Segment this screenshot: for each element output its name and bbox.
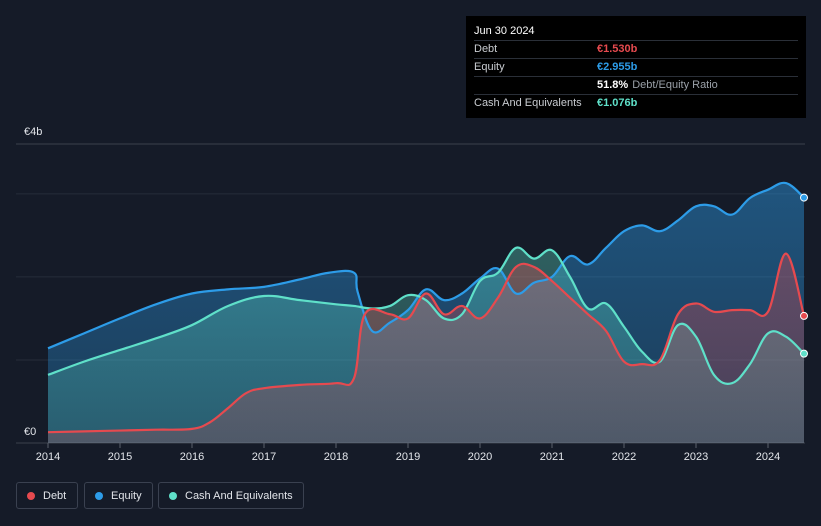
cash-and-equivalents-line: [47, 246, 805, 385]
equity-dot-icon: [95, 491, 103, 500]
debt-area: [48, 253, 804, 443]
x-tick-label: 2024: [756, 451, 780, 463]
x-tick-label: 2020: [468, 451, 492, 463]
tooltip-label: Equity: [474, 61, 505, 73]
tooltip-value: €2.955b: [597, 61, 638, 73]
x-tick-label: 2014: [36, 451, 60, 463]
cash-dot-icon: [169, 491, 177, 500]
cash-and-equivalents-end-marker: [800, 349, 808, 358]
tooltip-panel: Jun 30 2024 Debt €1.530b Equity €2.955b …: [466, 16, 806, 118]
ratio-caption: Debt/Equity Ratio: [632, 79, 718, 91]
tooltip-row-cash: Cash And Equivalents €1.076b: [474, 94, 798, 112]
equity-end-marker: [800, 193, 808, 202]
tooltip-label: Cash And Equivalents: [474, 97, 582, 109]
legend-label: Equity: [111, 489, 142, 502]
x-tick-label: 2022: [612, 451, 636, 463]
tooltip-label: [474, 77, 597, 94]
tooltip-row-ratio: 51.8% Debt/Equity Ratio: [474, 76, 798, 94]
x-tick-label: 2017: [252, 451, 276, 463]
debt-line: [47, 252, 806, 434]
tooltip-row-debt: Debt €1.530b: [474, 40, 798, 58]
tooltip-date: Jun 30 2024: [474, 25, 535, 37]
x-tick-label: 2021: [540, 451, 564, 463]
debt-dot-icon: [27, 491, 35, 500]
x-tick-label: 2015: [108, 451, 132, 463]
legend-equity[interactable]: Equity: [84, 482, 153, 509]
tooltip-value: 51.8% Debt/Equity Ratio: [597, 77, 718, 94]
ratio-value: 51.8%: [597, 79, 629, 91]
y-axis-top-label: €4b: [24, 126, 42, 138]
legend-label: Cash And Equivalents: [185, 489, 293, 502]
x-tick-label: 2023: [684, 451, 708, 463]
tooltip-row-equity: Equity €2.955b: [474, 58, 798, 76]
x-tick-label: 2018: [324, 451, 348, 463]
legend-label: Debt: [43, 489, 67, 502]
legend-cash[interactable]: Cash And Equivalents: [158, 482, 304, 509]
equity-line: [47, 181, 805, 350]
y-axis-zero-label: €0: [24, 426, 36, 438]
tooltip-label: Debt: [474, 43, 498, 55]
x-tick-label: 2019: [396, 451, 420, 463]
tooltip-value: €1.530b: [597, 43, 638, 55]
x-tick-label: 2016: [180, 451, 204, 463]
legend-debt[interactable]: Debt: [16, 482, 78, 509]
tooltip-value: €1.076b: [597, 97, 638, 109]
debt-end-marker: [800, 311, 808, 320]
